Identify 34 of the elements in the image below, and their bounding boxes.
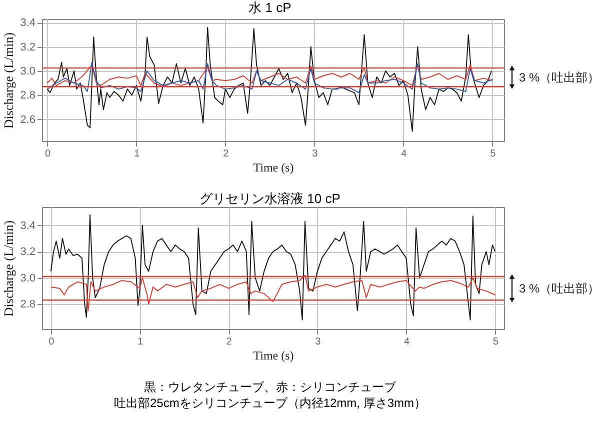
- x-tick-label: 0: [48, 336, 55, 348]
- x-tick-label: 2: [226, 336, 232, 348]
- x-tick-label: 2: [223, 148, 230, 160]
- y-tick-label: 3.0: [20, 65, 36, 78]
- y-axis-title: Discharge (L/min): [1, 220, 16, 317]
- y-tick-label: 2.8: [20, 298, 36, 311]
- text: 吐出部25cmをシリコンチューブ（内径12mm, 厚さ3mm）: [112, 395, 428, 411]
- y-tick-label: 3.2: [20, 246, 36, 258]
- x-axis-title: Time (s): [253, 348, 294, 362]
- y-tick-label: 3.2: [20, 41, 36, 54]
- y-tick-label: 2.6: [20, 114, 36, 126]
- line-series: [46, 62, 493, 94]
- y-tick-label: 2.8: [20, 90, 36, 102]
- text: 黒：ウレタンチューブ、赤：シリコンチューブ: [143, 379, 397, 395]
- line-series: [46, 26, 492, 132]
- line-series: [50, 214, 496, 320]
- chart-title: グリセリン水溶液 10 cP: [198, 191, 342, 207]
- x-tick-label: 4: [404, 336, 410, 348]
- x-tick-label: 5: [492, 336, 499, 348]
- x-tick-label: 1: [134, 148, 140, 160]
- x-tick-label: 1: [137, 336, 144, 348]
- y-tick-label: 3.4: [20, 220, 36, 232]
- x-tick-label: 5: [490, 148, 496, 160]
- y-axis-title: Discharge (L/min): [1, 32, 16, 129]
- y-tick-label: 3.4: [20, 17, 36, 30]
- x-tick-label: 0: [45, 148, 52, 160]
- x-tick-label: 4: [401, 148, 408, 160]
- chart-title: 水 1 cP: [248, 0, 292, 16]
- x-tick-label: 3: [312, 148, 318, 160]
- x-axis-title: Time (s): [253, 160, 294, 174]
- text: 3 %（吐出部）: [519, 70, 600, 84]
- x-tick-label: 3: [315, 336, 322, 348]
- text: 3 %（吐出部）: [519, 281, 600, 296]
- y-tick-label: 3.0: [20, 272, 36, 284]
